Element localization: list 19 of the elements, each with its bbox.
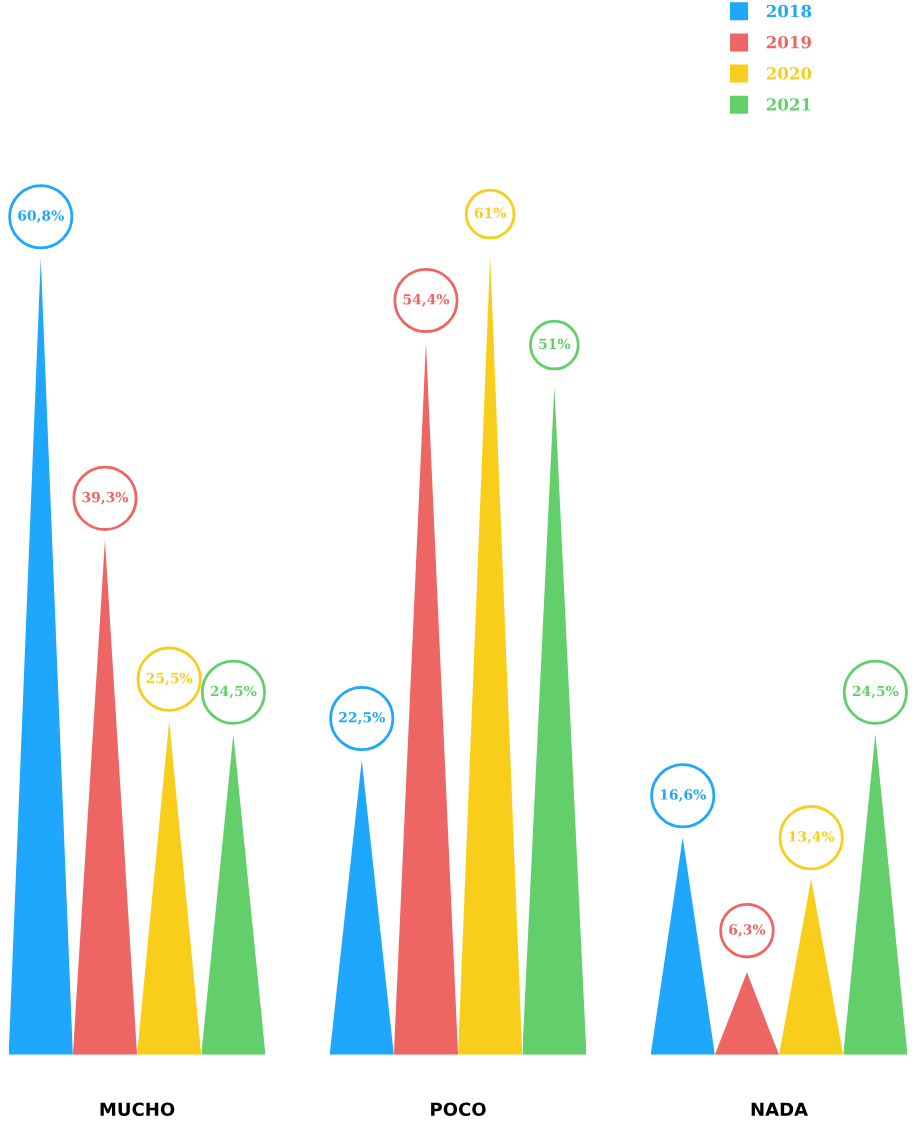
legend-label: 2021 [766,98,811,111]
x-tick-label: NADA [751,1102,808,1116]
data-label: 6,3% [729,924,766,937]
data-label: 54,4% [403,294,450,307]
data-label: 61% [474,207,507,219]
legend-label: 2020 [766,67,812,80]
data-label: 51% [539,338,571,350]
data-label: 24,5% [210,685,257,699]
data-label: 24,5% [852,685,899,699]
data-label: 60,8% [18,210,64,223]
x-tick-label: MUCHO [100,1102,175,1117]
data-label: 25,5% [146,672,193,686]
legend-label: 2018 [766,4,812,18]
x-tick-label: POCO [431,1102,486,1117]
data-label: 39,3% [82,491,129,505]
data-label: 22,5% [339,711,385,725]
data-label: 16,6% [660,789,706,802]
data-label: 13,4% [789,831,835,844]
legend-label: 2019 [766,35,812,49]
